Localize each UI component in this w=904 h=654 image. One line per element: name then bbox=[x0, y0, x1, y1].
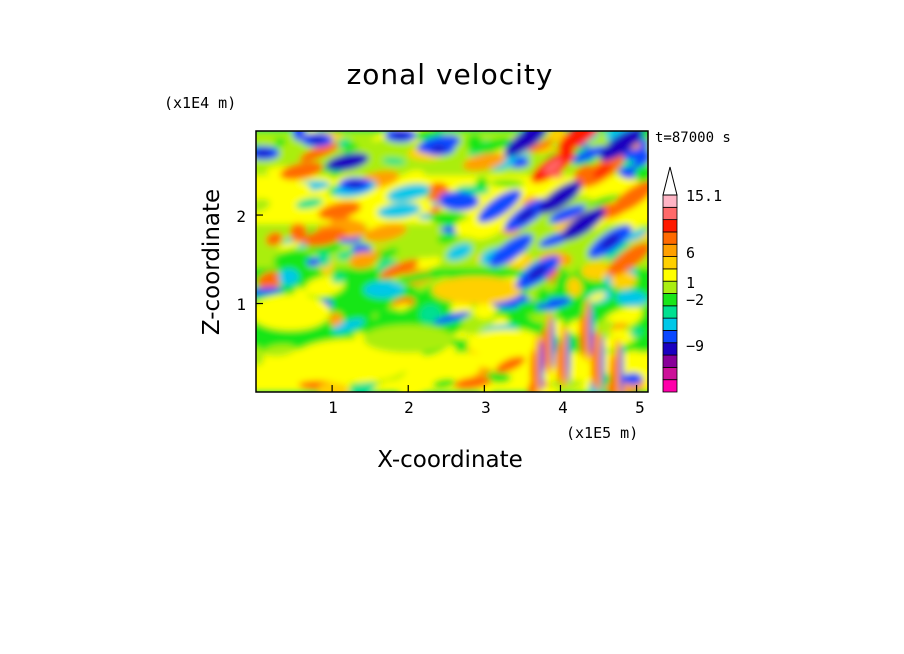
colorbar-label: 6 bbox=[686, 244, 696, 262]
colorbar-segment bbox=[662, 330, 678, 344]
colorbar-segment bbox=[662, 366, 678, 381]
colorbar-segment bbox=[662, 317, 678, 331]
colorbar-label: −2 bbox=[686, 291, 705, 309]
colorbar-segment bbox=[662, 231, 678, 245]
time-label: t=87000 s bbox=[655, 130, 731, 146]
colorbar-segment bbox=[662, 194, 678, 208]
colorbar-segment bbox=[662, 354, 678, 368]
colorbar-segment bbox=[662, 280, 678, 294]
colorbar-segment bbox=[662, 305, 678, 319]
colorbar-segment bbox=[662, 206, 678, 221]
x-tick-label: 1 bbox=[328, 398, 338, 417]
colorbar-segment bbox=[662, 379, 678, 393]
x-tick-marks bbox=[331, 385, 638, 392]
x-tick-label: 2 bbox=[404, 398, 414, 417]
x-tick-label: 4 bbox=[558, 398, 568, 417]
x-axis-multiplier: (x1E5 m) bbox=[566, 424, 639, 442]
y-axis-label: Z-coordinate bbox=[199, 188, 225, 336]
colorbar-label: 1 bbox=[686, 274, 696, 292]
colorbar-extend-arrow bbox=[662, 166, 678, 196]
colorbar-segment bbox=[662, 256, 678, 270]
y-tick-label: 1 bbox=[236, 295, 246, 314]
y-tick-label: 2 bbox=[236, 207, 246, 226]
y-tick-marks bbox=[256, 214, 263, 305]
chart-title: zonal velocity bbox=[346, 58, 554, 91]
plot-frame bbox=[255, 130, 649, 393]
colorbar-label: 15.1 bbox=[686, 187, 723, 205]
x-tick-label: 3 bbox=[481, 398, 491, 417]
x-tick-label: 5 bbox=[635, 398, 645, 417]
y-axis-multiplier: (x1E4 m) bbox=[164, 94, 237, 112]
colorbar-segment bbox=[662, 293, 678, 307]
colorbar bbox=[662, 166, 678, 393]
colorbar-label: −9 bbox=[686, 337, 705, 355]
colorbar-segment bbox=[662, 268, 678, 282]
colorbar-segment bbox=[662, 243, 678, 257]
colorbar-segment bbox=[662, 342, 678, 356]
x-axis-label: X-coordinate bbox=[377, 447, 523, 473]
velocity-field bbox=[256, 131, 648, 392]
colorbar-segment bbox=[662, 219, 678, 233]
